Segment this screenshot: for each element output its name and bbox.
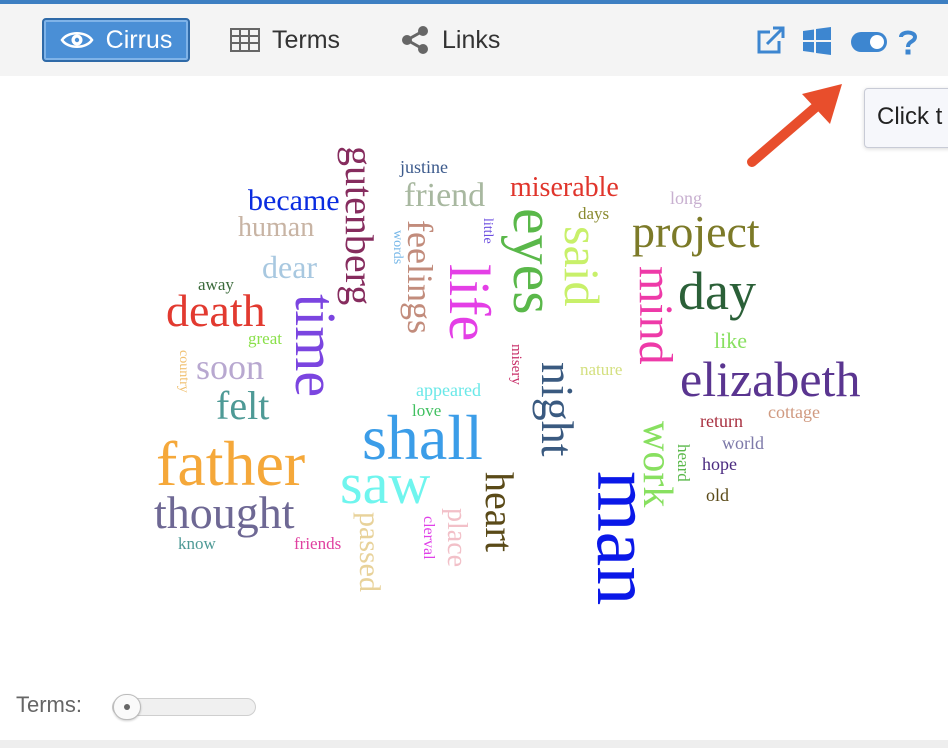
cloud-word-death[interactable]: death xyxy=(166,285,266,336)
external-link-icon[interactable] xyxy=(754,26,786,56)
cloud-word-soon[interactable]: soon xyxy=(196,347,264,387)
cloud-word-country[interactable]: country xyxy=(176,350,191,393)
share-icon xyxy=(402,26,428,54)
help-icon[interactable] xyxy=(898,28,918,56)
cloud-word-night[interactable]: night xyxy=(532,362,583,457)
tab-links[interactable]: Links xyxy=(400,18,500,62)
tab-cirrus-label: Cirrus xyxy=(105,25,173,54)
cloud-word-time[interactable]: time xyxy=(283,294,348,397)
cloud-word-became[interactable]: became xyxy=(248,184,340,217)
toggle-icon[interactable] xyxy=(850,31,888,53)
cloud-word-away[interactable]: away xyxy=(198,275,234,294)
cloud-word-passed[interactable]: passed xyxy=(353,512,386,592)
cloud-word-gutenberg[interactable]: gutenberg xyxy=(337,146,382,305)
cloud-word-nature[interactable]: nature xyxy=(580,360,622,379)
cloud-word-mind[interactable]: mind xyxy=(629,266,682,365)
cloud-word-day[interactable]: day xyxy=(678,261,756,321)
tooltip-text: Click t xyxy=(877,103,943,130)
bottom-bar xyxy=(0,740,948,748)
cloud-word-work[interactable]: work xyxy=(634,421,680,507)
cloud-word-human[interactable]: human xyxy=(238,212,314,243)
cloud-word-project[interactable]: project xyxy=(632,206,760,257)
tab-terms[interactable]: Terms xyxy=(230,18,340,62)
cloud-word-miserable[interactable]: miserable xyxy=(510,172,619,203)
cloud-word-justine[interactable]: justine xyxy=(399,157,448,177)
terms-slider-label: Terms: xyxy=(16,692,82,717)
cloud-word-place[interactable]: place xyxy=(441,508,472,567)
tooltip: Click t xyxy=(864,88,948,148)
cloud-word-cottage[interactable]: cottage xyxy=(768,402,820,422)
cloud-word-life[interactable]: life xyxy=(437,264,502,341)
cloud-word-feelings[interactable]: feelings xyxy=(400,220,440,334)
eye-icon xyxy=(60,32,94,48)
cloud-word-return[interactable]: return xyxy=(700,411,743,431)
cloud-word-love[interactable]: love xyxy=(412,401,441,420)
cloud-word-like[interactable]: like xyxy=(714,328,747,353)
cloud-word-know[interactable]: know xyxy=(178,534,217,553)
word-cloud: man father shall saw time thought elizabeth pro… xyxy=(0,76,948,676)
cloud-word-saw[interactable]: saw xyxy=(340,451,430,516)
cloud-word-shall[interactable]: shall xyxy=(362,402,483,473)
cloud-word-said[interactable]: said xyxy=(554,226,610,307)
tab-terms-label: Terms xyxy=(272,25,341,54)
cloud-word-elizabeth[interactable]: elizabeth xyxy=(680,351,860,407)
cloud-word-appeared[interactable]: appeared xyxy=(416,380,481,400)
windows-icon[interactable] xyxy=(802,26,832,56)
cloud-word-friend[interactable]: friend xyxy=(404,177,485,214)
cloud-word-dear[interactable]: dear xyxy=(262,249,317,285)
cloud-word-old[interactable]: old xyxy=(706,485,729,505)
cloud-word-great[interactable]: great xyxy=(248,329,282,348)
pointer-arrow xyxy=(747,84,842,167)
cloud-word-world[interactable]: world xyxy=(722,433,764,453)
top-accent-line xyxy=(0,0,948,4)
tab-cirrus[interactable]: Cirrus xyxy=(42,18,190,62)
cloud-word-eyes[interactable]: eyes xyxy=(501,208,567,315)
cloud-word-thought[interactable]: thought xyxy=(154,487,295,538)
cloud-word-friends[interactable]: friends xyxy=(294,534,341,553)
cloud-word-heard[interactable]: heard xyxy=(674,444,693,482)
cloud-word-man[interactable]: man xyxy=(581,471,668,605)
cloud-word-heart[interactable]: heart xyxy=(477,472,522,552)
cloud-word-words[interactable]: words xyxy=(390,230,405,264)
cloud-word-clerval[interactable]: clerval xyxy=(420,516,437,560)
toolbar: Cirrus Terms Links xyxy=(0,4,948,76)
cloud-word-felt[interactable]: felt xyxy=(216,383,269,428)
cloud-word-misery[interactable]: misery xyxy=(508,344,524,385)
terms-slider-track[interactable] xyxy=(112,698,256,716)
tab-links-label: Links xyxy=(442,25,501,54)
cloud-word-little[interactable]: little xyxy=(480,218,495,244)
cloud-word-father[interactable]: father xyxy=(156,428,305,499)
table-icon xyxy=(230,28,260,52)
terms-slider-handle[interactable] xyxy=(113,694,141,720)
cloud-word-long[interactable]: long xyxy=(670,188,702,208)
cloud-word-hope[interactable]: hope xyxy=(702,454,737,474)
cloud-word-days[interactable]: days xyxy=(578,204,609,223)
